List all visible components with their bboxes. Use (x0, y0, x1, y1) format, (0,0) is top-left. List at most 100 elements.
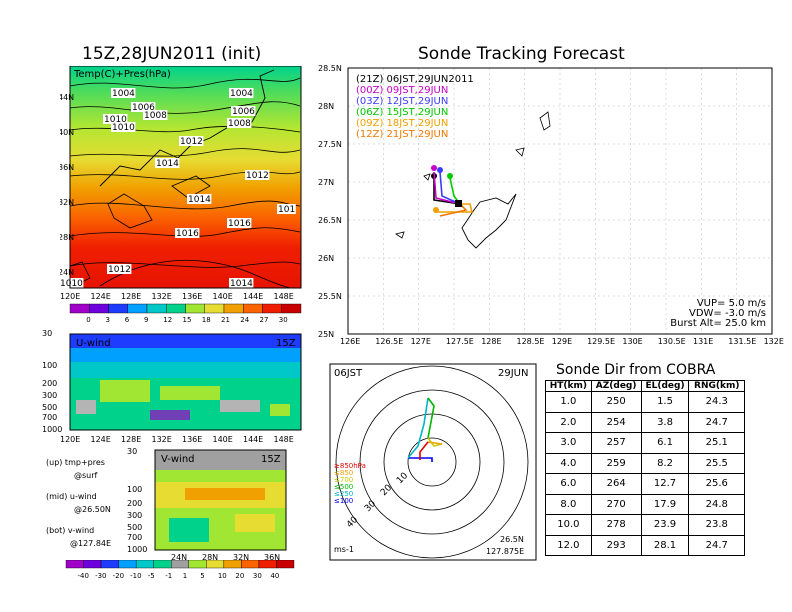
colorbar-swatch (89, 303, 109, 314)
colorbar-label: 24 (240, 316, 249, 324)
track-legend-entry: (12Z) 21JST,29JUN (356, 129, 448, 140)
track-lon-tick: 128E (481, 337, 501, 346)
isobar-label: 1008 (144, 111, 167, 121)
table-cell: 1.0 (545, 391, 592, 413)
hodo-time: 06JST (334, 368, 363, 379)
track-09z-end (433, 207, 439, 213)
uwind-lon-tick: 136E (182, 435, 202, 444)
track-lat-tick: 25N (318, 330, 334, 339)
uwind-p-tick: 700 (42, 413, 57, 422)
track-lon-tick: 130E (622, 337, 642, 346)
track-legend-entry: (09Z) 18JST,29JUN (356, 118, 448, 129)
isobar (69, 126, 301, 133)
table-cell: 25.1 (688, 432, 745, 454)
colorbar-label: 12 (163, 316, 172, 324)
track-lat-tick: 28N (318, 102, 334, 111)
vwind-colorbar-label: -10 (130, 572, 141, 580)
table-cell: 8.2 (640, 452, 690, 474)
map-lat-tick: 40N (60, 128, 74, 137)
uwind-lon-tick: 144E (243, 435, 263, 444)
vwind-lat-tick: 24N (171, 553, 187, 562)
table-cell: 270 (590, 493, 642, 515)
isobar (69, 227, 301, 237)
hodo-legend-entry: ≤850 (334, 469, 353, 477)
isobar-label: 1010 (104, 115, 127, 125)
note-mid2: @26.50N (74, 505, 111, 514)
isobar (69, 77, 301, 89)
table-header: AZ(deg) (590, 380, 642, 392)
launch-site (455, 200, 462, 207)
vwind-colorbar-label: 30 (253, 572, 262, 580)
colorbar-label: 15 (183, 316, 192, 324)
vwind-colorbar-swatch (153, 560, 172, 569)
table-cell: 24.7 (688, 534, 745, 556)
hodo-trace-850 (427, 441, 443, 445)
track-lon-tick: 131E (693, 337, 713, 346)
colorbar-swatch (223, 303, 244, 314)
colorbar-swatch (262, 303, 282, 314)
isobar (69, 200, 301, 210)
note-bot: (bot) v-wind (46, 526, 95, 535)
note-up: (up) tmp+pres (46, 458, 105, 467)
isobar (69, 261, 301, 268)
isobar-label: 1008 (228, 119, 251, 129)
table-header: HT(km) (545, 380, 592, 392)
vwind-p-tick: 200 (127, 499, 142, 508)
table-header: EL(deg) (640, 380, 690, 392)
track-param: VDW= -3.0 m/s (689, 308, 766, 319)
vwind-colorbar-label: -20 (113, 572, 124, 580)
table-cell: 3.0 (545, 432, 592, 454)
hodo-legend-entry: ≤700 (334, 476, 353, 484)
vwind-time: 15Z (261, 454, 281, 465)
vwind-colorbar-swatch (135, 560, 154, 569)
track-title: Sonde Tracking Forecast (418, 44, 625, 64)
sonde-dir-table: HT(km) AZ(deg) EL(deg) RNG(km) 1.0 250 1.5 24.… (545, 380, 745, 556)
vwind-colorbar-swatch (258, 560, 277, 569)
island (539, 111, 551, 131)
table-row: 12.0 293 28.1 24.7 (545, 534, 745, 556)
uwind-p-tick: 30 (42, 330, 52, 338)
uwind-lon-tick: 132E (152, 435, 172, 444)
vwind-colorbar-label: 10 (218, 572, 227, 580)
vwind-colorbar-label: -40 (78, 572, 89, 580)
island (423, 173, 431, 181)
hodo-date: 29JUN (498, 368, 528, 379)
map-lon-tick: 144E (243, 292, 263, 301)
uwind-lon-tick: 140E (213, 435, 233, 444)
table-cell: 264 (590, 473, 642, 495)
vwind-colorbar-label: 40 (270, 572, 279, 580)
uwind-time: 15Z (276, 338, 296, 349)
table-row: 10.0 278 23.9 23.8 (545, 514, 745, 536)
hodo-legend-entry: ≤250 (334, 490, 353, 498)
isobar-label: 1004 (230, 89, 253, 99)
table-row: 6.0 264 12.7 25.6 (545, 473, 745, 495)
hodo-unit: ms-1 (334, 545, 354, 554)
vwind-colorbar-swatch (83, 560, 102, 569)
vwind-colorbar-swatch (171, 560, 189, 569)
hodo-trace-surface (419, 441, 429, 460)
track-12z (439, 203, 468, 217)
vwind-lat-tick: 36N (264, 553, 280, 562)
track-lon-tick: 127.5E (446, 337, 474, 346)
uwind-p-tick: 500 (42, 403, 57, 412)
colorbar-swatch (166, 303, 186, 314)
colorbar-label: 6 (125, 316, 130, 324)
vwind-lat-tick: 32N (233, 553, 249, 562)
hodo-loc1: 26.5N (500, 535, 524, 544)
track-legend-entry: (00Z) 09JST,29JUN (356, 85, 448, 96)
map-lat-tick: 44N (60, 93, 74, 102)
track-panel: (21Z) 06JST,29JUN2011(00Z) 09JST,29JUN(0… (318, 64, 784, 346)
hodo-trace-100 (408, 457, 433, 462)
table-cell: 3.8 (640, 411, 690, 433)
uwind-p-tick: 100 (42, 361, 57, 370)
map-lat-tick: 28N (60, 233, 74, 242)
colorbar-label: 27 (260, 316, 269, 324)
track-03z-end (437, 167, 443, 173)
isobar-label: 1014 (188, 195, 211, 205)
vwind-colorbar-swatch (223, 560, 242, 569)
vwind-colorbar-swatch (100, 560, 119, 569)
vwind-colorbar-swatch (65, 560, 84, 569)
uwind-lon-tick: 128E (121, 435, 141, 444)
